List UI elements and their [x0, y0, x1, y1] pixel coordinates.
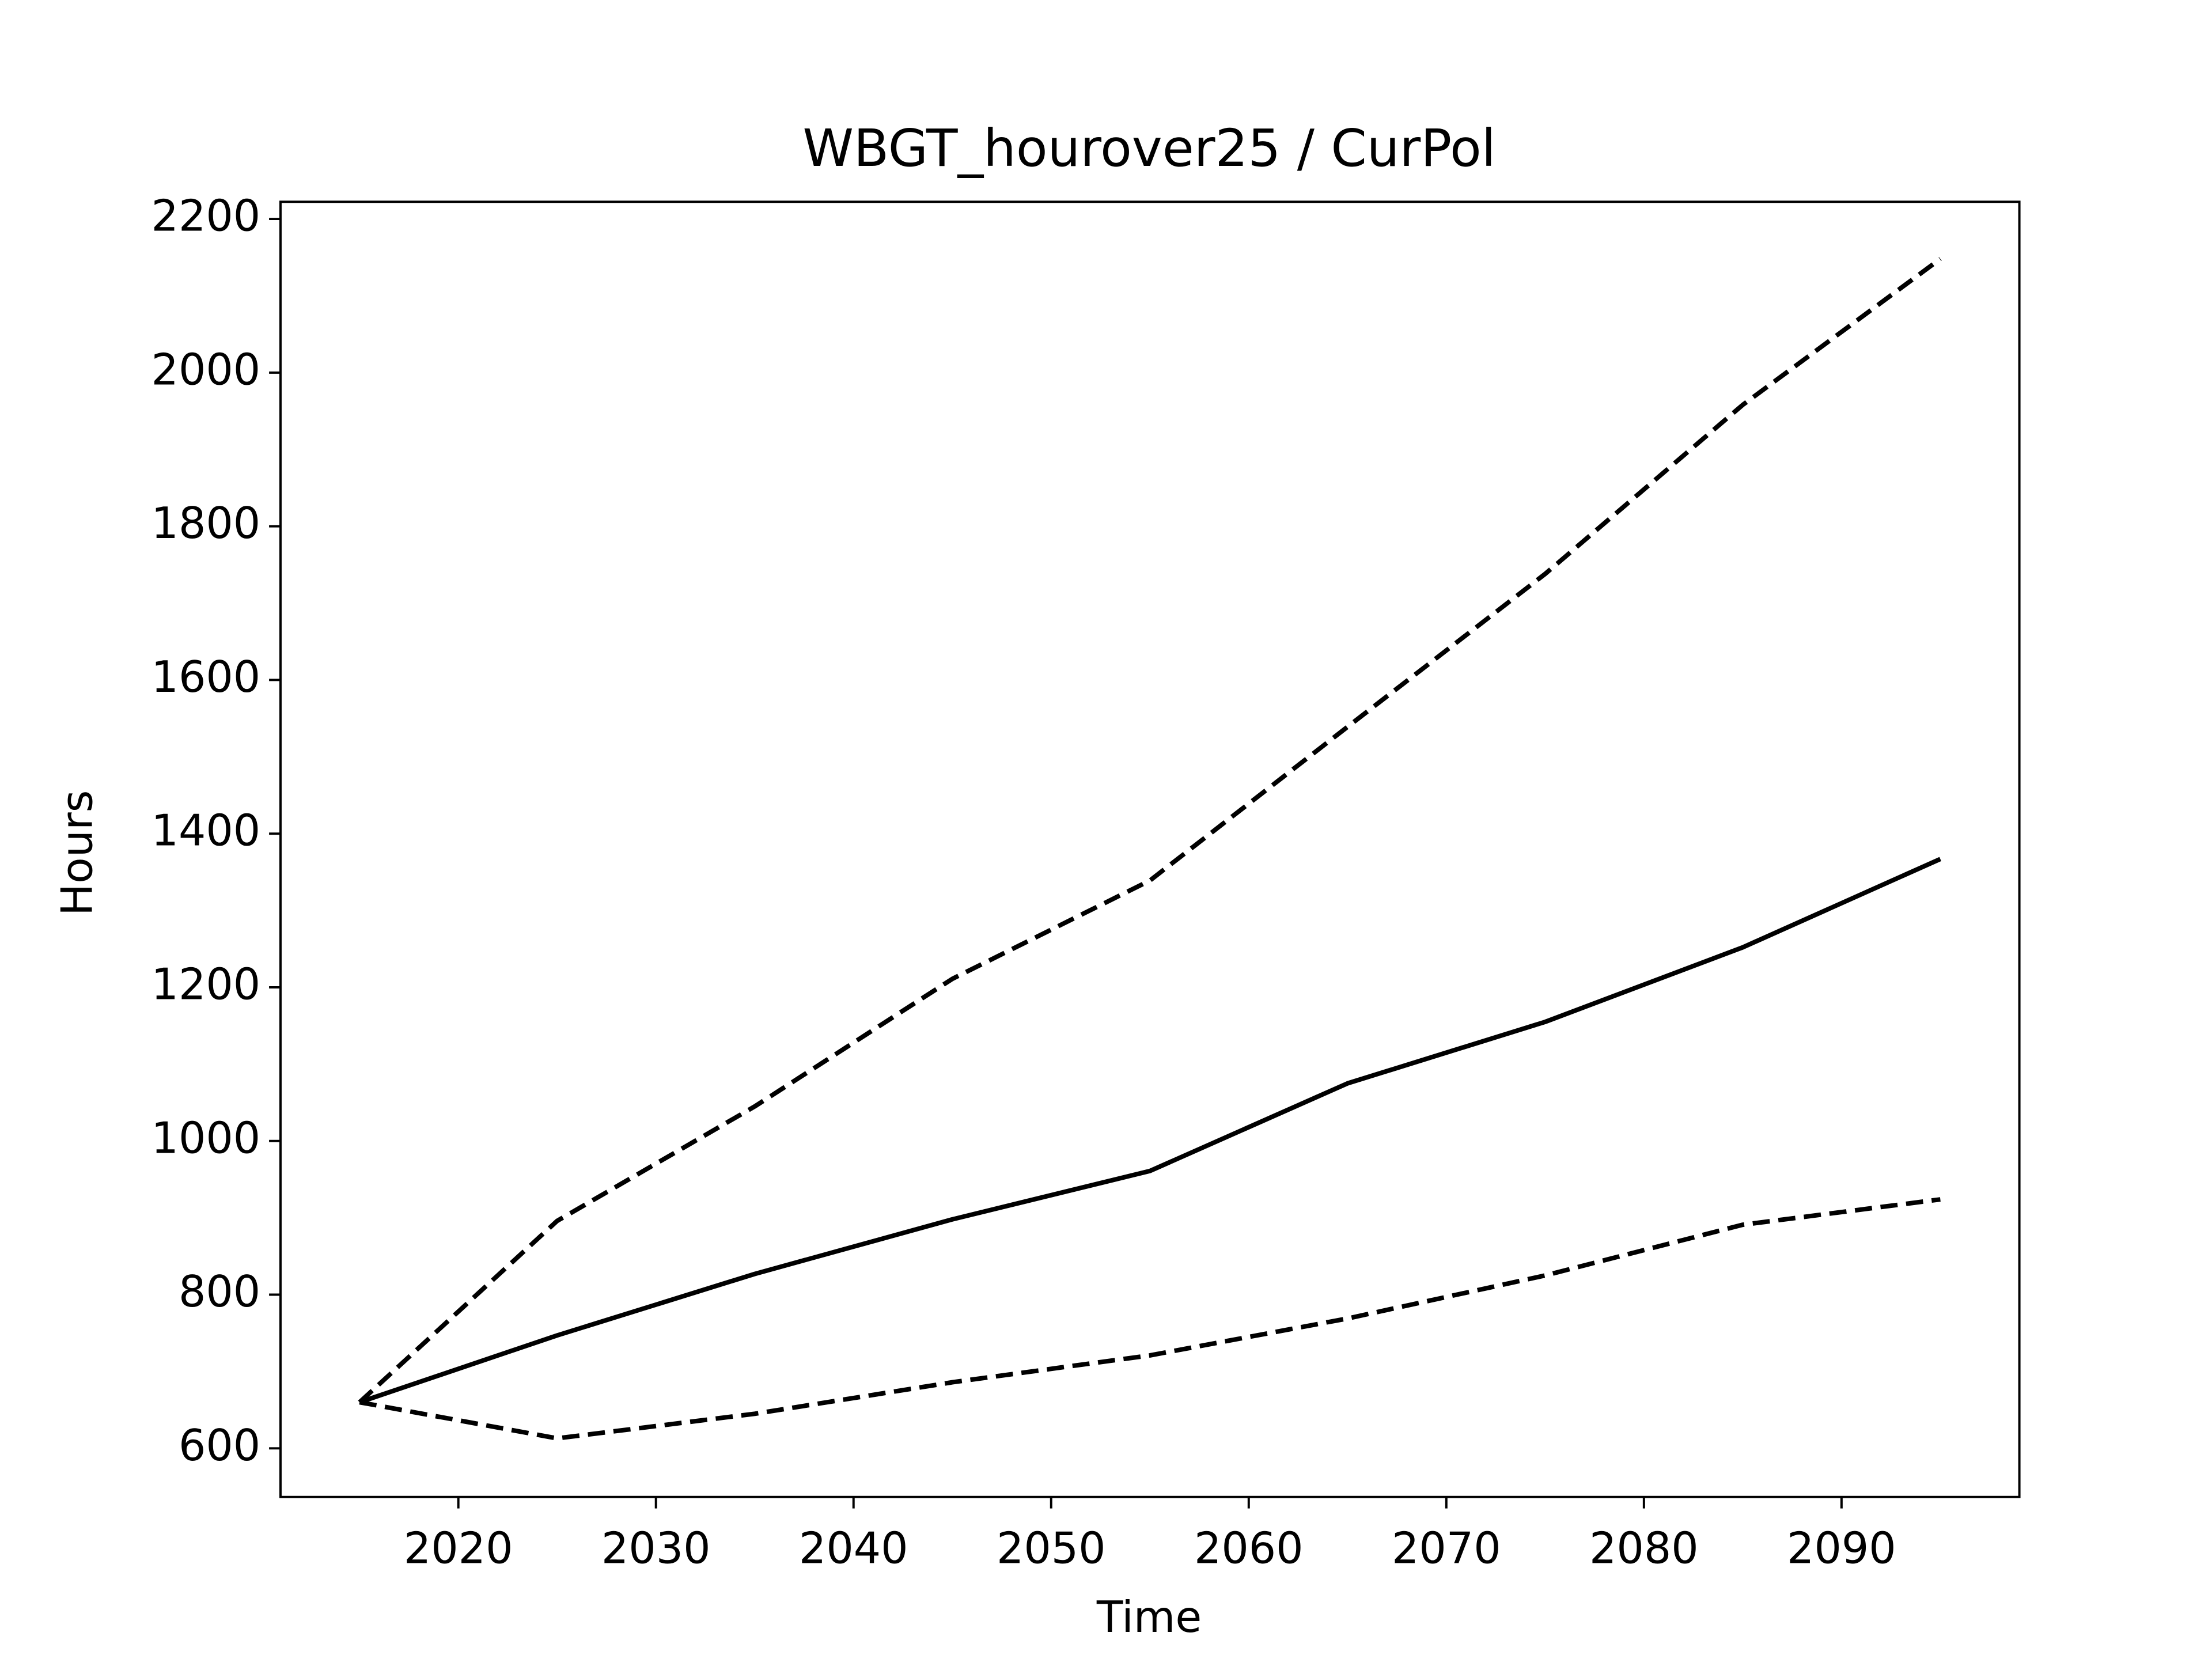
y-tick-label: 600 [179, 1421, 260, 1471]
y-tick-label: 1000 [151, 1113, 261, 1163]
y-tick-label: 1200 [151, 959, 261, 1009]
x-tick-label: 2050 [997, 1524, 1106, 1574]
y-tick-label: 1400 [151, 806, 261, 856]
line-series [358, 857, 1941, 1405]
y-tick-label: 1800 [151, 498, 261, 548]
x-axis-label: Time [1096, 1592, 1202, 1642]
x-tick-label: 2030 [601, 1524, 711, 1574]
x-tick-label: 2040 [799, 1524, 908, 1574]
x-tick-label: 2090 [1787, 1524, 1896, 1574]
y-tick-label: 800 [179, 1267, 260, 1317]
plot-frame [279, 200, 2021, 1498]
chart-title: WBGT_hourover25 / CurPol [803, 119, 1496, 179]
y-axis-label: Hours [52, 790, 103, 916]
x-tick-label: 2080 [1589, 1524, 1699, 1574]
line-series [358, 257, 1942, 1404]
x-tick-label: 2070 [1392, 1524, 1501, 1574]
y-tick-label: 1600 [151, 652, 261, 702]
x-tick-label: 2020 [404, 1524, 513, 1574]
x-tick-label: 2060 [1194, 1524, 1304, 1574]
line-series [359, 1197, 1941, 1441]
y-tick-label: 2200 [151, 191, 261, 241]
y-tick-label: 2000 [151, 344, 261, 395]
